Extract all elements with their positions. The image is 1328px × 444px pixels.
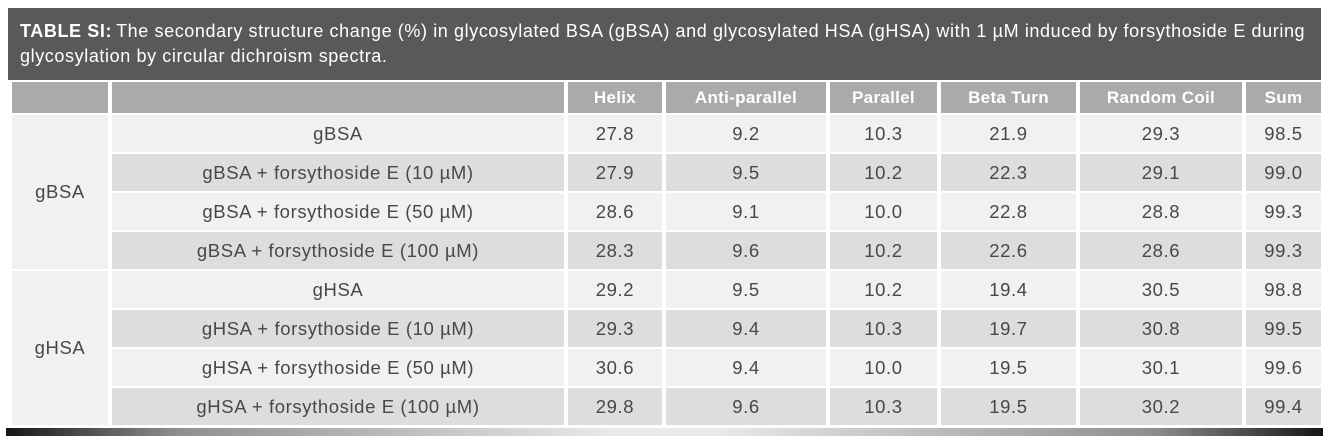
- table-row: gBSA gBSA 27.8 9.2 10.3 21.9 29.3 98.5: [12, 115, 1321, 270]
- value-cell: 99.4: [1246, 388, 1321, 426]
- value-cell: 30.6: [568, 349, 662, 387]
- value-cell: 10.2: [830, 271, 937, 309]
- value-cell: 28.6: [1080, 232, 1242, 270]
- value-cell: 99.3: [1246, 232, 1321, 270]
- value-cell: 98.5: [1246, 115, 1321, 153]
- value-cell: 19.5: [941, 349, 1076, 387]
- sample-name-cell: gBSA: [112, 115, 564, 153]
- sample-name-cell: gHSA + forsythoside E (50 µM): [112, 349, 564, 387]
- value-cell: 10.3: [830, 310, 937, 348]
- value-cell: 29.3: [568, 310, 662, 348]
- table-caption-text: The secondary structure change (%) in gl…: [20, 21, 1306, 66]
- column-header-anti-parallel: Anti-parallel: [666, 82, 826, 114]
- value-cell: 19.5: [941, 388, 1076, 426]
- value-cell: 28.6: [568, 193, 662, 231]
- sample-name-cell: gBSA + forsythoside E (50 µM): [112, 193, 564, 231]
- value-cell: 29.1: [1080, 154, 1242, 192]
- value-cell: 29.2: [568, 271, 662, 309]
- value-cell: 27.9: [568, 154, 662, 192]
- value-cell: 19.4: [941, 271, 1076, 309]
- header-row: Helix Anti-parallel Parallel Beta Turn Rando…: [12, 82, 1321, 114]
- value-cell: 9.1: [666, 193, 826, 231]
- value-cell: 30.2: [1080, 388, 1242, 426]
- value-cell: 9.6: [666, 388, 826, 426]
- secondary-structure-table: Helix Anti-parallel Parallel Beta Turn Rando…: [8, 80, 1325, 427]
- value-cell: 30.1: [1080, 349, 1242, 387]
- sample-name-cell: gHSA + forsythoside E (10 µM): [112, 310, 564, 348]
- value-cell: 30.8: [1080, 310, 1242, 348]
- value-cell: 19.7: [941, 310, 1076, 348]
- table-caption: TABLE SI: The secondary structure change …: [8, 8, 1321, 81]
- value-cell: 99.3: [1246, 193, 1321, 231]
- value-cell: 99.0: [1246, 154, 1321, 192]
- column-header-helix: Helix: [568, 82, 662, 114]
- table-row: gHSA + forsythoside E (50 µM) 30.6 9.4 10.0…: [12, 349, 1321, 387]
- value-cell: 10.3: [830, 388, 937, 426]
- table-row: gHSA + forsythoside E (100 µM) 29.8 9.6 10.…: [12, 388, 1321, 426]
- sample-name-cell: gBSA + forsythoside E (10 µM): [112, 154, 564, 192]
- value-cell: 29.8: [568, 388, 662, 426]
- value-cell: 9.5: [666, 271, 826, 309]
- table-row: gBSA + forsythoside E (100 µM) 28.3 9.6 10.…: [12, 232, 1321, 270]
- value-cell: 22.3: [941, 154, 1076, 192]
- value-cell: 29.3: [1080, 115, 1242, 153]
- sample-name-cell: gHSA: [112, 271, 564, 309]
- sample-name-cell: gBSA + forsythoside E (100 µM): [112, 232, 564, 270]
- table-row: gBSA + forsythoside E (10 µM) 27.9 9.5 10.2…: [12, 154, 1321, 192]
- value-cell: 10.2: [830, 154, 937, 192]
- group-label-gbsa: gBSA: [12, 115, 108, 270]
- value-cell: 10.2: [830, 232, 937, 270]
- sample-name-cell: gHSA + forsythoside E (100 µM): [112, 388, 564, 426]
- value-cell: 9.6: [666, 232, 826, 270]
- value-cell: 99.5: [1246, 310, 1321, 348]
- value-cell: 27.8: [568, 115, 662, 153]
- value-cell: 28.8: [1080, 193, 1242, 231]
- value-cell: 22.6: [941, 232, 1076, 270]
- column-header-beta-turn: Beta Turn: [941, 82, 1076, 114]
- value-cell: 10.3: [830, 115, 937, 153]
- column-header-parallel: Parallel: [830, 82, 937, 114]
- value-cell: 9.2: [666, 115, 826, 153]
- value-cell: 21.9: [941, 115, 1076, 153]
- table-row: gHSA + forsythoside E (10 µM) 29.3 9.4 10.3…: [12, 310, 1321, 348]
- table-row: gBSA + forsythoside E (50 µM) 28.6 9.1 10.0…: [12, 193, 1321, 231]
- column-header-sum: Sum: [1246, 82, 1321, 114]
- column-header-random-coil: Random Coil: [1080, 82, 1242, 114]
- value-cell: 10.0: [830, 349, 937, 387]
- header-sample-blank: [112, 82, 564, 114]
- value-cell: 22.8: [941, 193, 1076, 231]
- value-cell: 9.4: [666, 310, 826, 348]
- table-caption-label: TABLE SI:: [20, 21, 113, 41]
- value-cell: 28.3: [568, 232, 662, 270]
- value-cell: 98.8: [1246, 271, 1321, 309]
- bottom-shadow-bar: [6, 428, 1323, 437]
- value-cell: 30.5: [1080, 271, 1242, 309]
- value-cell: 9.4: [666, 349, 826, 387]
- table-row: gHSA gHSA 29.2 9.5 10.2 19.4 30.5 98.8: [12, 271, 1321, 426]
- header-group-blank: [12, 82, 108, 114]
- value-cell: 9.5: [666, 154, 826, 192]
- value-cell: 99.6: [1246, 349, 1321, 387]
- value-cell: 10.0: [830, 193, 937, 231]
- group-label-ghsa: gHSA: [12, 271, 108, 426]
